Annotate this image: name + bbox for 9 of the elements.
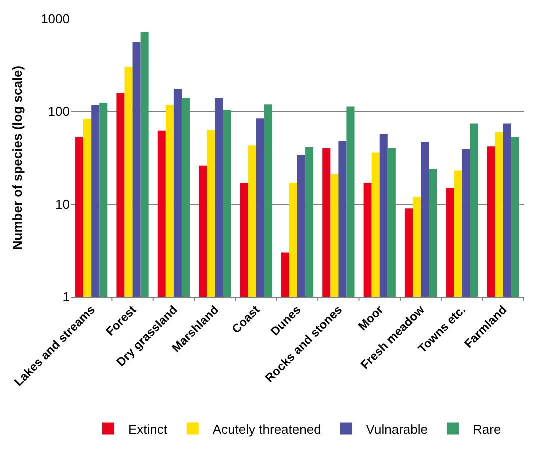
y-tick-label: 1000 xyxy=(41,12,70,27)
y-axis-title: Number of species (log scale) xyxy=(10,66,26,250)
y-tick-label: 1 xyxy=(62,290,70,305)
y-tick-label: 10 xyxy=(56,196,70,212)
legend-label: Rare xyxy=(472,422,502,437)
y-tick-label: 100 xyxy=(48,104,70,120)
legend-label: Extinct xyxy=(128,422,168,437)
legend-label: Acutely threatened xyxy=(212,422,322,437)
legend-label: Vulnarable xyxy=(366,422,428,437)
